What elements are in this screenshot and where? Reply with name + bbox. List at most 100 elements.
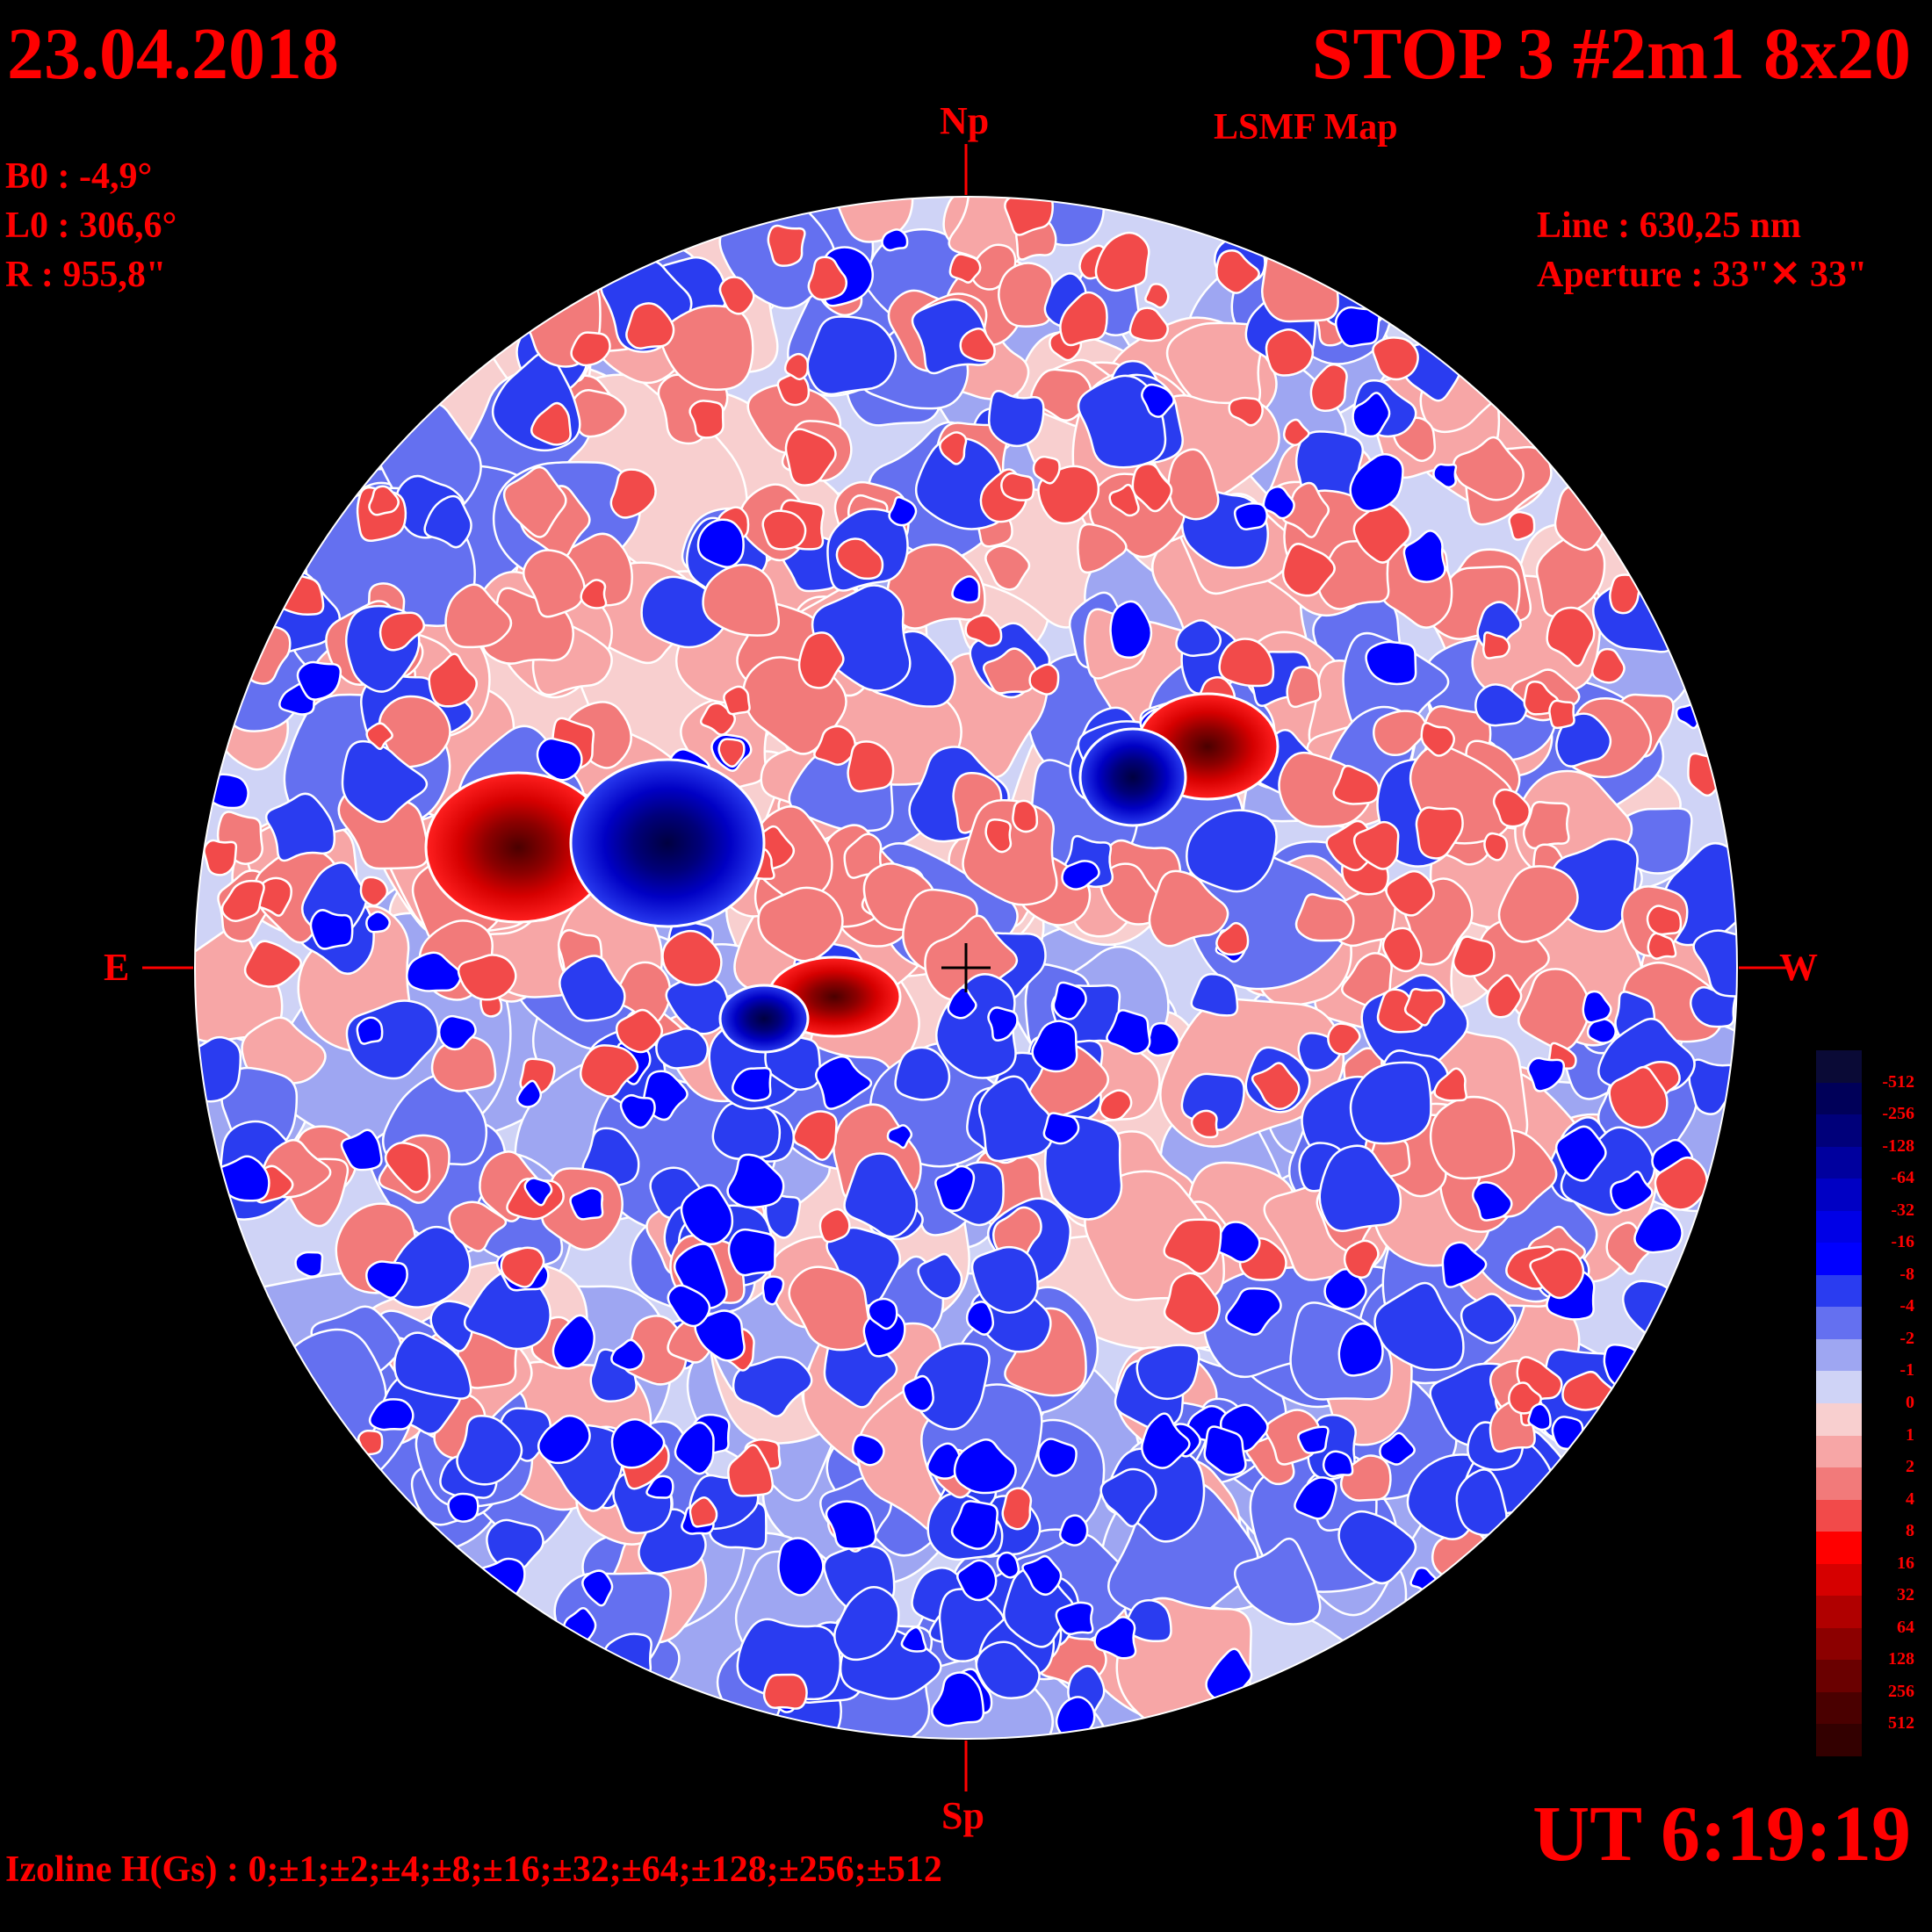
legend-level-label: -128 bbox=[1882, 1135, 1914, 1156]
field-patch bbox=[1001, 1487, 1033, 1531]
legend-swatch bbox=[1816, 1660, 1862, 1693]
field-patch bbox=[1646, 905, 1683, 936]
field-patch bbox=[1297, 1425, 1330, 1454]
field-patch bbox=[792, 1110, 838, 1161]
field-patch bbox=[950, 1500, 998, 1550]
field-patch bbox=[1294, 1476, 1337, 1520]
field-patch bbox=[843, 1152, 919, 1238]
field-patch bbox=[948, 253, 982, 284]
field-patch bbox=[1000, 472, 1035, 501]
field-patch bbox=[581, 1569, 614, 1607]
field-patch bbox=[727, 1444, 775, 1497]
field-patch bbox=[610, 1418, 666, 1469]
field-patch bbox=[1497, 865, 1579, 943]
field-patch bbox=[569, 1186, 604, 1221]
legend-level-label: 64 bbox=[1897, 1617, 1914, 1637]
field-patch bbox=[1343, 1239, 1380, 1279]
field-patch bbox=[1403, 988, 1445, 1027]
legend-level-label: 512 bbox=[1888, 1713, 1914, 1734]
field-patch bbox=[696, 518, 745, 568]
param-b0: B0 : -4,9° bbox=[5, 156, 153, 197]
field-patch bbox=[1163, 1218, 1222, 1275]
field-patch bbox=[1555, 712, 1612, 768]
legend-swatch bbox=[1816, 1243, 1862, 1276]
legend-level-label: -64 bbox=[1891, 1168, 1914, 1188]
legend-level-label: -2 bbox=[1900, 1328, 1914, 1348]
field-patch bbox=[1337, 1322, 1384, 1377]
field-patch bbox=[356, 1016, 384, 1045]
field-patch bbox=[1453, 436, 1525, 501]
legend-level-label: -1 bbox=[1900, 1360, 1914, 1381]
legend-swatch bbox=[1816, 1050, 1862, 1084]
legend-level-label: 128 bbox=[1888, 1649, 1914, 1669]
field-patch bbox=[1215, 249, 1260, 294]
field-patch bbox=[428, 652, 479, 708]
field-patch bbox=[1094, 231, 1150, 292]
field-patch bbox=[619, 1093, 656, 1129]
field-patch bbox=[1610, 1171, 1654, 1212]
field-patch bbox=[1582, 990, 1612, 1024]
field-patch bbox=[1529, 1248, 1585, 1300]
field-patch bbox=[1261, 233, 1339, 323]
field-patch bbox=[767, 224, 806, 267]
field-patch bbox=[1474, 683, 1528, 727]
field-patch bbox=[732, 1066, 772, 1102]
field-patch bbox=[1042, 1112, 1080, 1145]
field-patch bbox=[359, 876, 389, 907]
map-subtitle: LSMF Map bbox=[1214, 107, 1398, 148]
field-patch bbox=[965, 1301, 995, 1336]
field-patch bbox=[900, 1626, 927, 1653]
field-patch bbox=[1031, 1020, 1078, 1073]
field-patch bbox=[486, 1518, 544, 1572]
field-patch bbox=[1233, 1537, 1322, 1626]
field-patch bbox=[1415, 806, 1464, 860]
field-patch bbox=[1327, 1022, 1361, 1056]
east-label: E bbox=[104, 946, 130, 989]
field-patch bbox=[502, 465, 567, 538]
active-region-spot bbox=[1078, 727, 1187, 827]
legend-level-label: 256 bbox=[1888, 1681, 1914, 1701]
field-patch bbox=[1429, 1095, 1516, 1180]
field-patch bbox=[625, 302, 675, 350]
field-patch bbox=[500, 1246, 545, 1288]
legend-swatch bbox=[1816, 1114, 1862, 1148]
field-patch bbox=[1349, 453, 1404, 513]
field-patch bbox=[1099, 1467, 1157, 1528]
active-region-spot bbox=[569, 758, 766, 928]
field-patch bbox=[1420, 722, 1455, 757]
legend-swatch bbox=[1816, 1627, 1862, 1661]
legend-swatch bbox=[1816, 1082, 1862, 1115]
field-patch bbox=[1228, 396, 1264, 427]
field-patch bbox=[886, 1124, 913, 1150]
field-patch bbox=[983, 647, 1038, 695]
legend-level-label: 1 bbox=[1906, 1424, 1914, 1445]
field-patch bbox=[1309, 363, 1348, 412]
field-patch bbox=[1460, 1293, 1517, 1344]
izoline-levels: Izoline H(Gs) : 0;±1;±2;±4;±8;±16;±32;±6… bbox=[5, 1849, 942, 1890]
field-patch bbox=[1059, 291, 1108, 347]
field-patch bbox=[1265, 328, 1315, 377]
legend-level-label: -32 bbox=[1891, 1200, 1914, 1220]
field-patch bbox=[1099, 1089, 1133, 1121]
field-patch bbox=[1608, 1065, 1669, 1129]
field-patch bbox=[783, 352, 810, 381]
field-patch bbox=[1322, 1450, 1354, 1478]
field-patch bbox=[447, 1492, 479, 1523]
field-patch bbox=[757, 886, 844, 962]
field-patch bbox=[423, 494, 472, 549]
field-patch bbox=[867, 1297, 898, 1330]
field-patch bbox=[694, 1309, 746, 1362]
field-patch bbox=[797, 631, 845, 689]
field-patch bbox=[1508, 510, 1536, 541]
field-patch bbox=[203, 839, 238, 876]
field-patch bbox=[610, 1338, 645, 1372]
field-patch bbox=[939, 431, 968, 465]
field-patch bbox=[807, 256, 848, 301]
field-patch bbox=[1471, 1181, 1513, 1222]
field-patch bbox=[674, 1421, 715, 1475]
field-patch bbox=[956, 1559, 998, 1602]
field-patch bbox=[1376, 988, 1426, 1034]
field-patch bbox=[1141, 383, 1175, 418]
legend-swatch bbox=[1816, 1403, 1862, 1437]
field-patch bbox=[1522, 800, 1570, 850]
